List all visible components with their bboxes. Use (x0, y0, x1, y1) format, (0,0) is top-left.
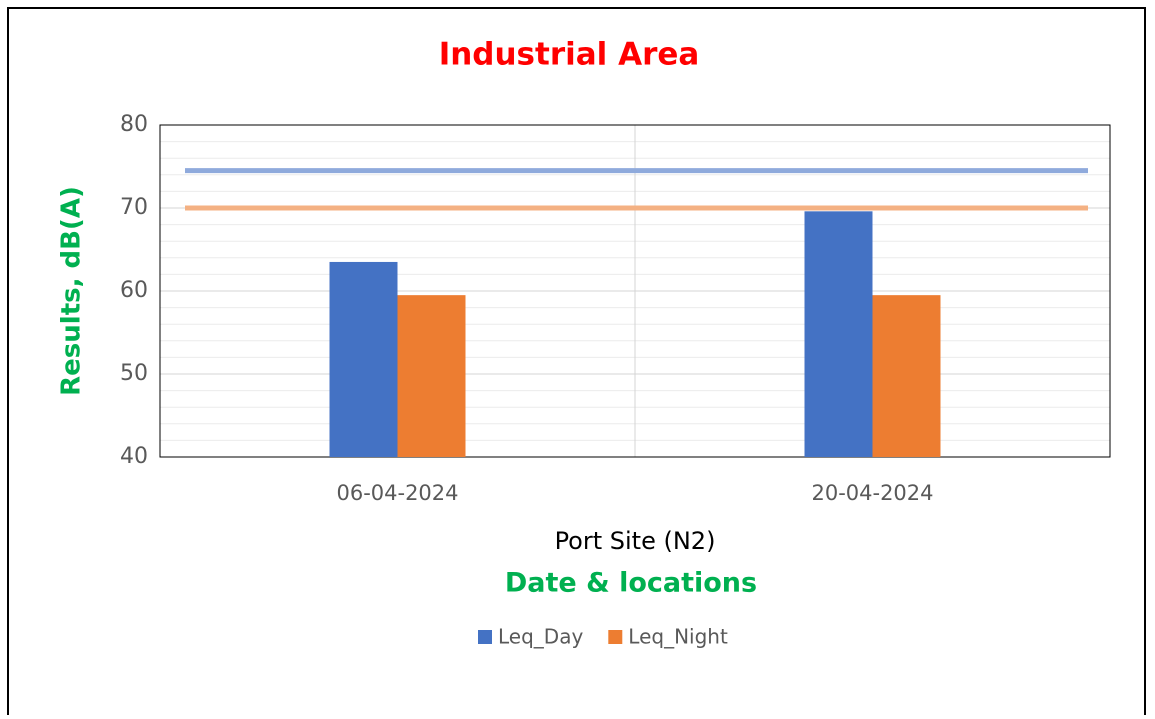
legend-swatch (478, 630, 492, 644)
bar (397, 295, 466, 457)
plot-border (159, 124, 1111, 458)
y-axis-label: Results, dB(A) (57, 186, 87, 396)
legend-swatch (608, 630, 623, 644)
bar (329, 261, 398, 457)
y-tick-label: 40 (120, 444, 148, 469)
chart-title: Industrial Area (439, 37, 700, 73)
y-tick-label: 60 (120, 278, 148, 303)
legend-label: Leq_Night (628, 625, 728, 649)
bar (804, 211, 873, 457)
x-tick-label: 06-04-2024 (336, 481, 458, 505)
y-tick-label: 50 (120, 361, 148, 386)
bar (872, 295, 941, 457)
x-axis-label: Port Site (N2) (555, 527, 716, 555)
y-tick-label: 70 (120, 195, 148, 220)
y-tick-label: 80 (120, 112, 148, 137)
legend-label: Leq_Day (498, 625, 583, 649)
x-tick-label: 20-04-2024 (811, 481, 933, 505)
x-axis-label-2: Date & locations (505, 568, 757, 599)
